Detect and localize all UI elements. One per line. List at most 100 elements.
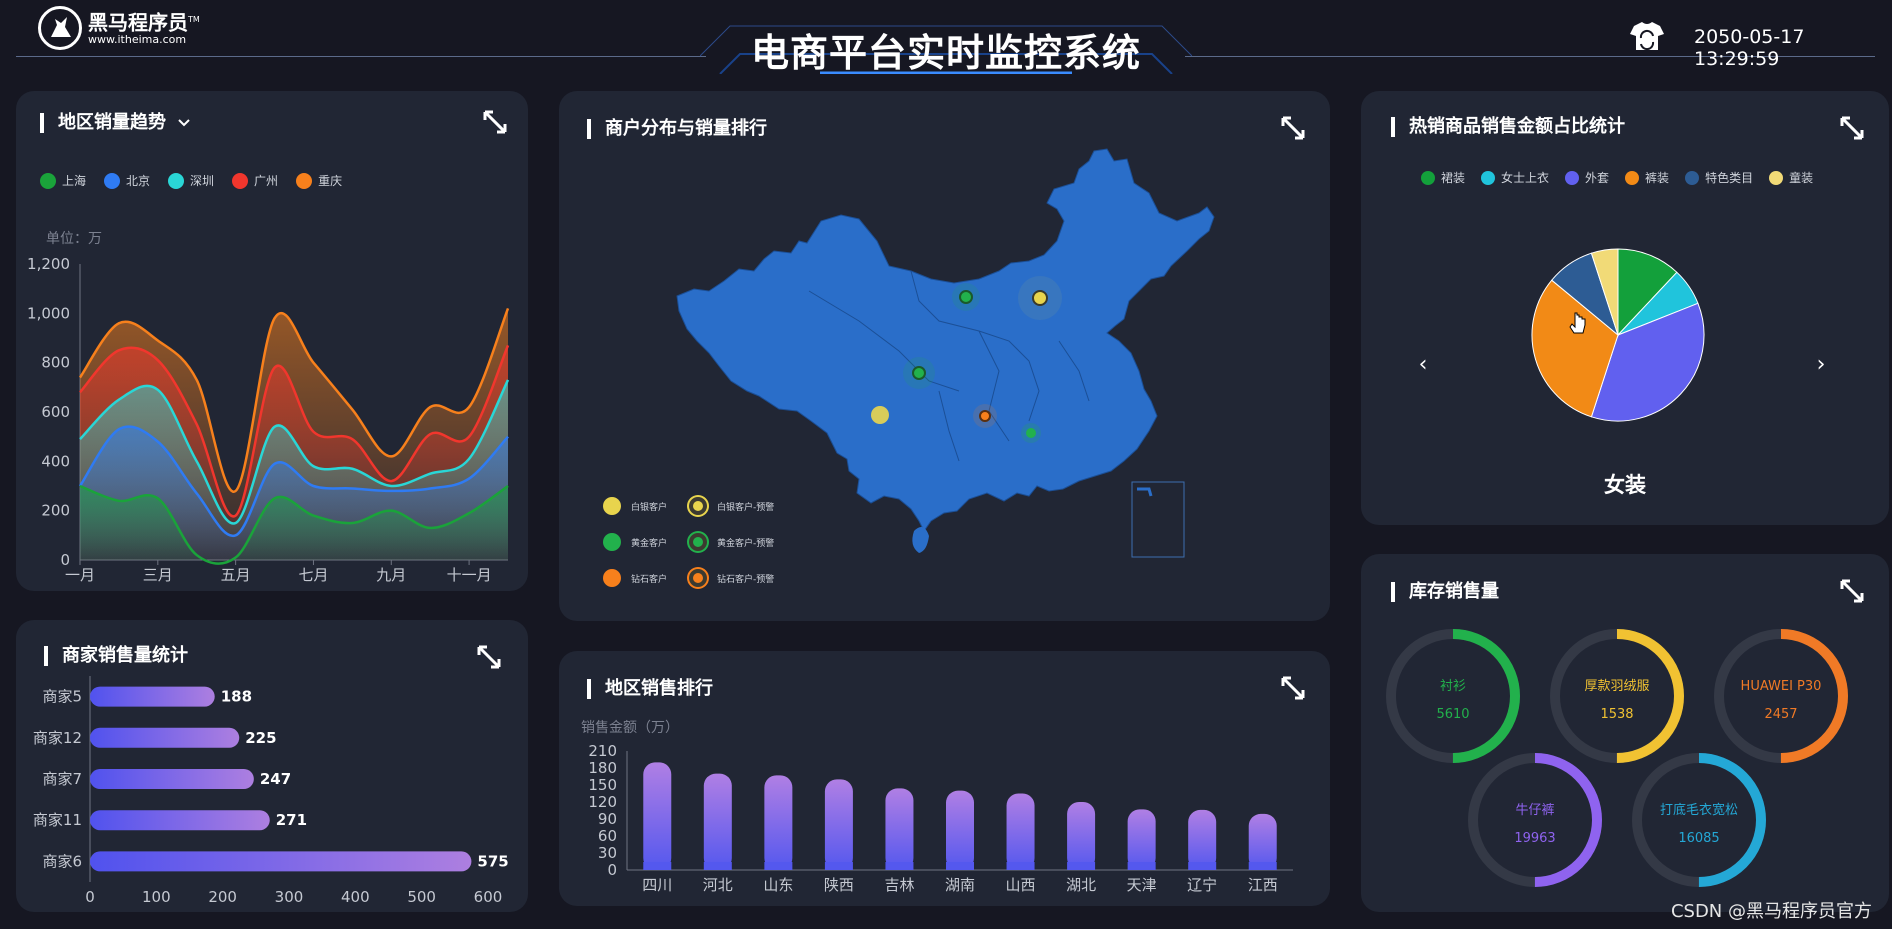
map-legend-dot	[689, 533, 707, 551]
seller-category-label: 商家12	[33, 729, 82, 747]
trend-y-tick-label: 200	[41, 502, 70, 520]
trend-legend-item[interactable]: 重庆	[296, 172, 342, 189]
region-bar[interactable]	[703, 773, 732, 870]
header: 黑马程序员TM www.itheima.com 电商平台实时监控系统 2050-…	[0, 0, 1892, 80]
theme-switch-icon[interactable]	[1628, 20, 1666, 52]
trend-title-text: 地区销量趋势	[58, 112, 166, 133]
region-bar[interactable]	[1006, 793, 1035, 871]
region-bar[interactable]	[885, 788, 914, 870]
gauge-name-label: HUAWEI P30	[1741, 679, 1822, 694]
gauge-arc[interactable]	[1632, 753, 1766, 887]
region-bar[interactable]	[1188, 809, 1217, 870]
logo: 黑马程序员TM www.itheima.com	[38, 6, 200, 50]
map-marker-diamond-alert[interactable]	[979, 410, 991, 422]
next-arrow-icon[interactable]: ›	[1816, 351, 1826, 377]
gauge-value-label: 19963	[1514, 831, 1555, 846]
prev-arrow-icon[interactable]: ‹	[1418, 351, 1428, 377]
pie-legend-item[interactable]: 童装	[1769, 169, 1813, 186]
pie-slice-外套[interactable]	[1590, 302, 1705, 422]
expand-icon[interactable]	[476, 644, 502, 670]
trend-legend-item[interactable]: 北京	[104, 172, 150, 189]
expand-icon[interactable]	[482, 109, 508, 135]
trend-line-上海	[79, 484, 509, 565]
china-map[interactable]	[559, 91, 1330, 621]
trend-legend-item[interactable]: 上海	[40, 172, 86, 189]
map-legend-item[interactable]: 白银客户	[603, 497, 667, 515]
seller-bar[interactable]	[90, 810, 270, 831]
pie-slice-裤装[interactable]	[1531, 279, 1619, 418]
pie-slice-童装[interactable]	[1590, 248, 1619, 336]
region-bar[interactable]	[824, 779, 853, 870]
region-bar[interactable]	[1248, 813, 1277, 870]
trend-panel-title[interactable]: 地区销量趋势	[40, 113, 190, 133]
region-bar[interactable]	[1067, 802, 1096, 870]
trend-x-tick-label: 一月	[65, 566, 95, 584]
gauge-arc[interactable]	[1550, 629, 1684, 763]
trend-y-tick-label: 400	[41, 452, 70, 470]
pie-chart[interactable]	[1361, 91, 1889, 525]
expand-icon[interactable]	[1280, 675, 1306, 701]
map-marker-silver-alert[interactable]	[1032, 290, 1048, 306]
pie-slice-裙装[interactable]	[1617, 248, 1678, 337]
map-legend-label: 黄金客户-预警	[717, 538, 775, 549]
seller-bar[interactable]	[90, 686, 215, 707]
taiwan-island	[1106, 403, 1117, 431]
pie-legend-item[interactable]: 裤装	[1625, 169, 1669, 186]
expand-icon[interactable]	[1839, 578, 1865, 604]
gauge-arc[interactable]	[1714, 629, 1848, 763]
pie-legend-item[interactable]: 特色类目	[1685, 169, 1753, 186]
pie-legend-item[interactable]: 外套	[1565, 169, 1609, 186]
map-marker-silver[interactable]	[871, 406, 889, 424]
map-marker-gold-alert[interactable]	[912, 366, 926, 380]
seller-bar[interactable]	[90, 769, 254, 789]
trend-legend-item[interactable]: 广州	[232, 172, 278, 189]
map-marker-gold-alert[interactable]	[959, 290, 973, 304]
seller-category-label: 商家7	[42, 770, 82, 788]
map-legend-item[interactable]: 钻石客户-预警	[689, 569, 774, 587]
logo-sub-text: www.itheima.com	[88, 33, 187, 47]
seller-bar[interactable]	[90, 727, 240, 748]
region-bar[interactable]	[946, 790, 974, 870]
region-bar[interactable]	[643, 762, 672, 870]
region-bar-base	[946, 862, 974, 870]
gauge-arc[interactable]	[1468, 753, 1602, 887]
region-x-tick-label: 陕西	[824, 876, 854, 894]
region-y-tick-label: 120	[588, 793, 617, 811]
pie-current-category: 女装	[1604, 473, 1646, 497]
map-legend-item[interactable]: 钻石客户	[603, 569, 667, 587]
chevron-down-icon[interactable]	[178, 113, 190, 133]
seller-bar-chart: 商家5 188 商家12 225 商家7 247 商家11 271 商家6 575 0 100 200 3…	[33, 676, 509, 906]
region-bar-base	[1067, 862, 1096, 870]
trend-y-tick-label: 0	[60, 551, 70, 569]
map-legend-item[interactable]: 黄金客户-预警	[689, 533, 774, 551]
map-legend-item[interactable]: 黄金客户	[603, 533, 667, 551]
pie-legend-label: 裙装	[1441, 171, 1466, 185]
region-bar[interactable]	[1127, 809, 1156, 870]
trend-legend-dot	[104, 172, 121, 189]
title-frame	[700, 25, 1192, 74]
gauge-arc[interactable]	[1386, 629, 1520, 763]
logo-main-text: 黑马程序员	[88, 10, 188, 35]
trend-x-tick-label: 十一月	[447, 566, 492, 584]
seller-title-text: 商家销售量统计	[62, 645, 188, 666]
datetime-display: 2050-05-17 13:29:59	[1694, 26, 1805, 70]
expand-icon[interactable]	[1280, 115, 1306, 141]
region-bar-base	[1248, 862, 1277, 870]
stock-gauges: 衬衫 5610 厚款羽绒服 1538 HUAWEI P30 2457 牛仔裤 19963 打底毛…	[1386, 629, 1848, 887]
pie-legend-label: 女士上衣	[1501, 171, 1550, 185]
map-marker-gold[interactable]	[1026, 428, 1036, 438]
pie-legend-item[interactable]: 女士上衣	[1481, 169, 1549, 186]
trend-y-tick-label: 600	[41, 403, 70, 421]
pie-legend-item[interactable]: 裙装	[1421, 169, 1465, 186]
seller-x-tick-label: 200	[208, 888, 237, 906]
trend-legend-item[interactable]: 深圳	[168, 172, 214, 189]
seller-x-tick-label: 500	[407, 888, 436, 906]
map-legend-item[interactable]: 白银客户-预警	[689, 497, 774, 515]
seller-bar[interactable]	[90, 851, 472, 872]
expand-icon[interactable]	[1839, 115, 1865, 141]
header-divider-left	[16, 56, 706, 57]
region-bar[interactable]	[764, 775, 793, 870]
region-x-tick-label: 湖南	[945, 876, 975, 894]
region-bar-base	[1188, 862, 1217, 870]
china-map-shape[interactable]	[676, 148, 1215, 532]
